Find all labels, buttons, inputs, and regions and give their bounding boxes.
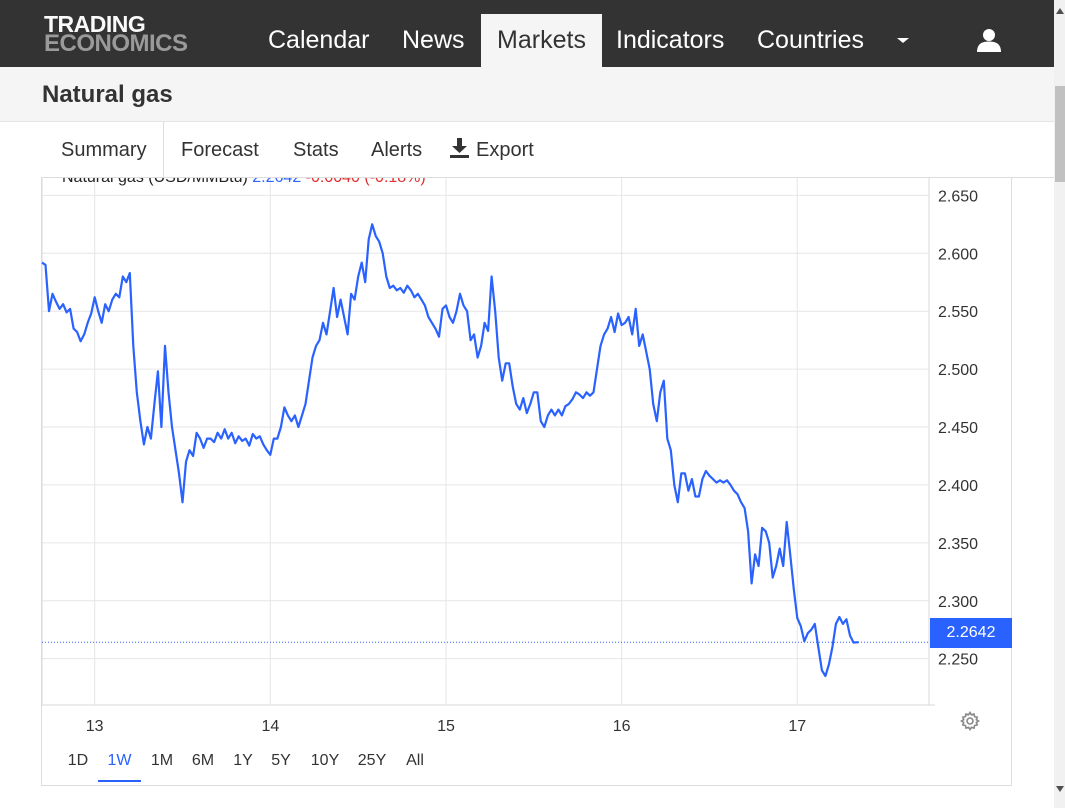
scroll-down-arrow-icon[interactable] [1056, 786, 1064, 792]
range-6m[interactable]: 6M [191, 752, 215, 769]
user-icon[interactable] [976, 28, 1002, 52]
gear-icon[interactable] [960, 711, 980, 731]
scrollbar-thumb[interactable] [1055, 86, 1065, 182]
tab-stats[interactable]: Stats [293, 139, 339, 161]
chart-legend: Natural gas (USD/MMBtu) 2.2642 -0.0040 (… [42, 178, 929, 188]
legend-value: 2.2642 [252, 178, 301, 186]
nav-indicators[interactable]: Indicators [616, 26, 725, 54]
range-1m[interactable]: 1M [150, 752, 174, 769]
logo[interactable]: TRADING ECONOMICS [44, 11, 188, 57]
nav-countries[interactable]: Countries [757, 26, 864, 54]
range-5y[interactable]: 5Y [271, 752, 291, 769]
current-price-tag: 2.2642 [930, 618, 1012, 648]
nav-calendar[interactable]: Calendar [268, 26, 370, 54]
page-scrollbar[interactable] [1054, 0, 1065, 808]
nav-markets[interactable]: Markets [481, 14, 602, 67]
range-10y[interactable]: 10Y [310, 752, 340, 769]
tab-bar [41, 122, 1054, 178]
logo-line1: TRADING [44, 11, 146, 37]
tab-divider [163, 122, 164, 178]
range-1w[interactable]: 1W [98, 748, 141, 782]
tab-summary[interactable]: Summary [61, 139, 147, 161]
title-band [0, 67, 1054, 122]
chevron-down-icon[interactable] [897, 38, 909, 43]
tab-export[interactable]: Export [476, 139, 534, 161]
logo-line2: ECONOMICS [44, 30, 188, 57]
nav-news[interactable]: News [402, 26, 465, 54]
download-icon[interactable] [450, 138, 469, 159]
range-1d[interactable]: 1D [67, 752, 89, 769]
range-1y[interactable]: 1Y [233, 752, 253, 769]
range-25y[interactable]: 25Y [357, 752, 387, 769]
scroll-up-arrow-icon[interactable] [1056, 8, 1064, 14]
chart-card [41, 122, 1012, 786]
page-title: Natural gas [42, 81, 173, 108]
range-all[interactable]: All [406, 752, 424, 769]
legend-series-name: Natural gas (USD/MMBtu) [62, 178, 248, 186]
legend-change: -0.0040 (-0.18%) [306, 178, 426, 186]
tab-alerts[interactable]: Alerts [371, 139, 423, 161]
tab-forecast[interactable]: Forecast [181, 139, 259, 161]
